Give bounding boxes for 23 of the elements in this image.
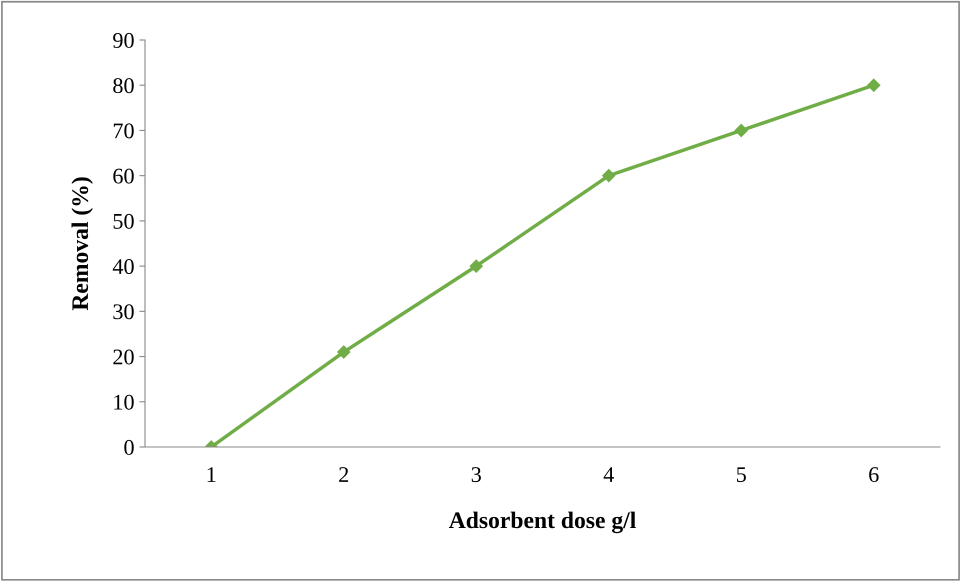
y-axis-title: Removal (%) bbox=[72, 177, 93, 310]
x-tick-label: 5 bbox=[736, 467, 746, 482]
x-axis-title: Adsorbent dose g/l bbox=[448, 512, 636, 534]
y-tick-label: 0 bbox=[124, 440, 134, 455]
x-tick-label: 2 bbox=[339, 467, 348, 482]
y-tick-label: 30 bbox=[113, 304, 134, 320]
point bbox=[734, 124, 748, 138]
y-tick-label: 90 bbox=[113, 32, 134, 48]
point bbox=[602, 169, 616, 182]
point bbox=[867, 78, 880, 92]
x-tick-label: 1 bbox=[208, 467, 216, 482]
point bbox=[470, 260, 483, 273]
x-tick-label: 6 bbox=[869, 467, 879, 482]
y-tick-label: 20 bbox=[113, 349, 134, 364]
y-tick-label: 10 bbox=[114, 394, 134, 410]
y-tick-label: 70 bbox=[114, 123, 134, 138]
y-tick-label: 60 bbox=[113, 168, 134, 184]
x-tick-label: 3 bbox=[472, 467, 481, 482]
y-tick-label: 40 bbox=[112, 259, 134, 274]
y-tick-label: 50 bbox=[114, 214, 134, 229]
y-tick-label: 80 bbox=[113, 78, 134, 94]
point bbox=[337, 345, 350, 359]
x-tick-label: 4 bbox=[604, 467, 614, 482]
